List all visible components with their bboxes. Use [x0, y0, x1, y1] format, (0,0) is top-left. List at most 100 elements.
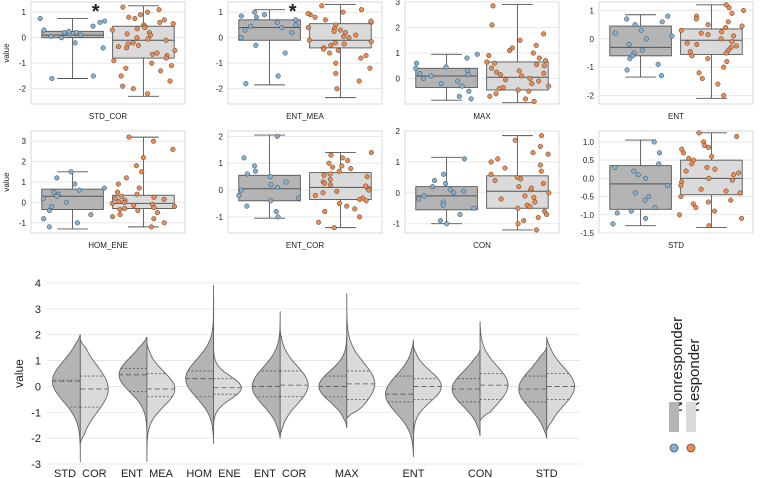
data-point: [624, 16, 630, 22]
y-tick-label: 2: [396, 24, 401, 33]
data-point: [253, 14, 259, 20]
data-point: [326, 160, 332, 166]
responder-box: [678, 2, 747, 99]
data-point: [117, 206, 123, 213]
data-point: [253, 42, 259, 48]
y-tick-label: -1: [216, 59, 224, 68]
y-tick-label: 4: [35, 278, 41, 290]
data-point: [268, 182, 274, 188]
data-point: [530, 50, 536, 56]
data-point: [665, 13, 671, 19]
data-point: [243, 81, 249, 87]
data-point: [502, 165, 508, 171]
y-tick-label: 0: [22, 198, 27, 207]
data-point: [676, 212, 683, 218]
data-point: [512, 137, 518, 143]
data-point: [678, 183, 684, 189]
data-point: [488, 171, 494, 177]
data-point: [729, 39, 735, 45]
data-point: [655, 61, 661, 67]
data-point: [252, 163, 258, 169]
data-point: [122, 205, 128, 212]
data-point: [68, 169, 74, 175]
data-point: [537, 162, 543, 168]
x-tick-label: STD: [536, 468, 558, 478]
significance-marker: *: [289, 1, 297, 23]
data-point: [516, 68, 522, 74]
data-point: [72, 40, 78, 46]
data-point: [134, 35, 140, 41]
nonresponder-half: [385, 339, 414, 458]
legend-nonresponder-swatch: [669, 402, 679, 432]
y-tick-label: -1: [587, 63, 595, 72]
x-tick-label: ENT: [402, 468, 424, 478]
data-point: [61, 30, 67, 36]
responder-box: [486, 133, 552, 233]
y-tick-label: -1: [31, 407, 41, 419]
data-point: [709, 153, 715, 160]
data-point: [151, 204, 157, 211]
boxplot-panel-ent-cor: -1 0 1 2 ENT_COR: [216, 130, 383, 250]
y-tick-label: 0: [22, 34, 27, 43]
y-tick-label: 3: [22, 137, 27, 146]
y-tick-label: 0: [219, 34, 224, 43]
data-point: [669, 33, 675, 39]
data-point: [531, 194, 537, 201]
data-point: [535, 214, 541, 221]
data-point: [731, 33, 737, 39]
data-point: [612, 30, 618, 36]
iqr-box: [112, 25, 175, 59]
data-point: [46, 208, 52, 214]
data-point: [495, 156, 501, 162]
significance-marker: *: [92, 1, 100, 23]
x-axis-label: ENT_MEA: [286, 112, 324, 121]
boxplot-grid: -2-101STD_CORvalue*-2-101ENT_MEA*0123MAX…: [2, 0, 754, 250]
data-point: [651, 139, 657, 145]
y-tick-label: 2: [219, 132, 224, 141]
data-point: [537, 143, 543, 150]
responder-box: [309, 149, 374, 231]
data-point: [72, 181, 78, 187]
data-point: [244, 171, 250, 177]
data-point: [151, 194, 157, 200]
data-point: [66, 28, 72, 34]
data-point: [689, 53, 695, 59]
data-point: [718, 36, 724, 42]
data-point: [334, 86, 340, 92]
y-tick-label: 1: [22, 178, 27, 187]
data-point: [118, 73, 124, 79]
data-point: [321, 46, 327, 52]
data-point: [489, 22, 495, 28]
data-point: [705, 144, 712, 150]
data-point: [293, 22, 299, 28]
y-tick-label: -3: [31, 459, 41, 471]
data-point: [719, 29, 725, 35]
data-point: [161, 196, 167, 202]
data-point: [519, 73, 525, 79]
y-tick-label: -1: [19, 219, 27, 228]
boxplot-panel-max: 0 1 2 3 MAX: [396, 0, 560, 121]
data-point: [736, 170, 742, 176]
x-tick-label: ENT_MEA: [121, 468, 174, 478]
responder-box: [305, 3, 374, 99]
data-point: [37, 16, 43, 22]
data-point: [109, 214, 116, 220]
data-point: [712, 166, 718, 172]
data-point: [534, 61, 540, 68]
data-point: [111, 58, 117, 64]
data-point: [632, 22, 638, 28]
data-point: [142, 24, 148, 31]
data-point: [451, 190, 457, 196]
data-point: [546, 190, 552, 196]
x-axis-label: STD: [668, 241, 684, 250]
data-point: [515, 205, 521, 211]
data-point: [690, 201, 696, 207]
data-point: [135, 42, 141, 48]
data-point: [503, 77, 509, 83]
data-point: [541, 31, 547, 37]
y-tick-label: 1: [22, 8, 27, 17]
data-point: [614, 210, 620, 216]
data-point: [358, 7, 365, 13]
violin-ent-mea: ENT_MEA: [118, 336, 176, 478]
data-point: [261, 12, 267, 18]
